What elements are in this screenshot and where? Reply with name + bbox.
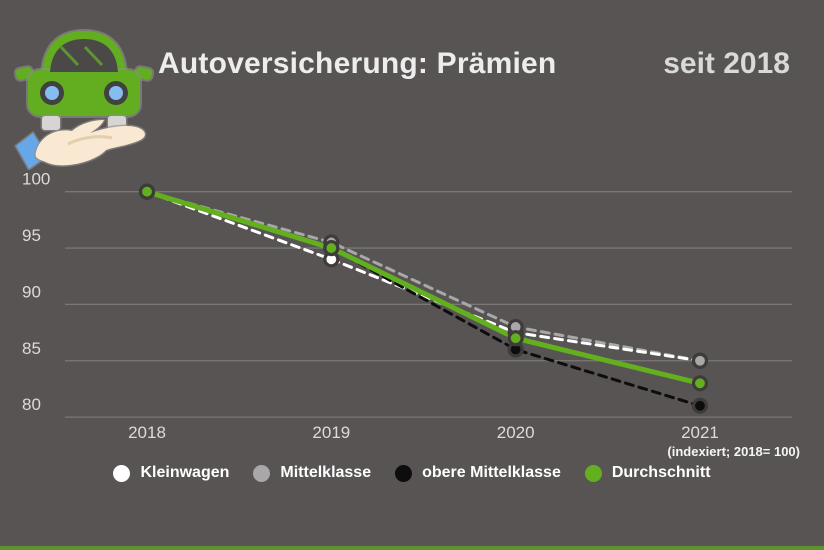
x-tick-label-2018: 2018 (128, 423, 166, 442)
marker-durchschnitt-2018 (138, 183, 156, 200)
y-tick-label-100: 100 (22, 170, 50, 189)
x-tick-label-2020: 2020 (497, 423, 535, 442)
legend-label: Kleinwagen (140, 464, 230, 481)
marker-obere-mittelklasse-2021 (691, 397, 709, 414)
legend-dot-icon (113, 464, 131, 482)
legend-label: Mittelklasse (280, 464, 372, 481)
series-line-obere-mittelklasse (145, 190, 702, 408)
page-subtitle: seit 2018 (663, 47, 790, 80)
x-tick-label-2021: 2021 (681, 423, 719, 442)
legend-item-mittelklasse: Mittelklasse (253, 464, 371, 482)
y-tick-label-90: 90 (22, 282, 41, 301)
y-tick-label-80: 80 (22, 395, 41, 414)
page-title: Autoversicherung: Prämien (158, 47, 557, 80)
legend-item-durchschnitt: Durchschnitt (584, 464, 711, 482)
y-tick-label-85: 85 (22, 339, 41, 358)
marker-durchschnitt-2021 (691, 375, 709, 392)
open-hand-icon (34, 118, 147, 167)
marker-durchschnitt-2019 (323, 239, 340, 257)
car-headlight-right-glass-icon (109, 86, 123, 100)
legend-dot-icon (395, 464, 413, 482)
chart-legend: Kleinwagen Mittelklasse obere Mittelklasse… (0, 464, 824, 482)
car-wheel-left-icon (40, 114, 62, 132)
car-hand-icon-svg (13, 29, 155, 171)
legend-label: Durchschnitt (611, 464, 711, 481)
car-headlight-left-glass-icon (45, 86, 59, 100)
series-line-mittelklasse (145, 190, 702, 363)
legend-label: obere Mittelklasse (422, 464, 561, 481)
x-tick-label-2019: 2019 (312, 423, 350, 442)
y-tick-label-95: 95 (22, 226, 41, 245)
legend-item-kleinwagen: Kleinwagen (113, 464, 229, 482)
series-line-durchschnitt (144, 189, 703, 386)
series-line-kleinwagen (145, 190, 702, 363)
marker-durchschnitt-2020 (507, 330, 524, 347)
marker-mittelklasse-2021 (691, 352, 709, 369)
index-note: (indexiert; 2018= 100) (667, 444, 800, 459)
legend-dot-icon (253, 464, 271, 482)
legend-item-obere-mittelklasse: obere Mittelklasse (395, 464, 561, 482)
car-over-open-hand-icon (13, 20, 155, 171)
legend-dot-icon (584, 464, 602, 482)
hand-crease-icon (67, 135, 113, 146)
bottom-accent-bar (0, 546, 824, 550)
car-wiper-icon (59, 45, 104, 67)
